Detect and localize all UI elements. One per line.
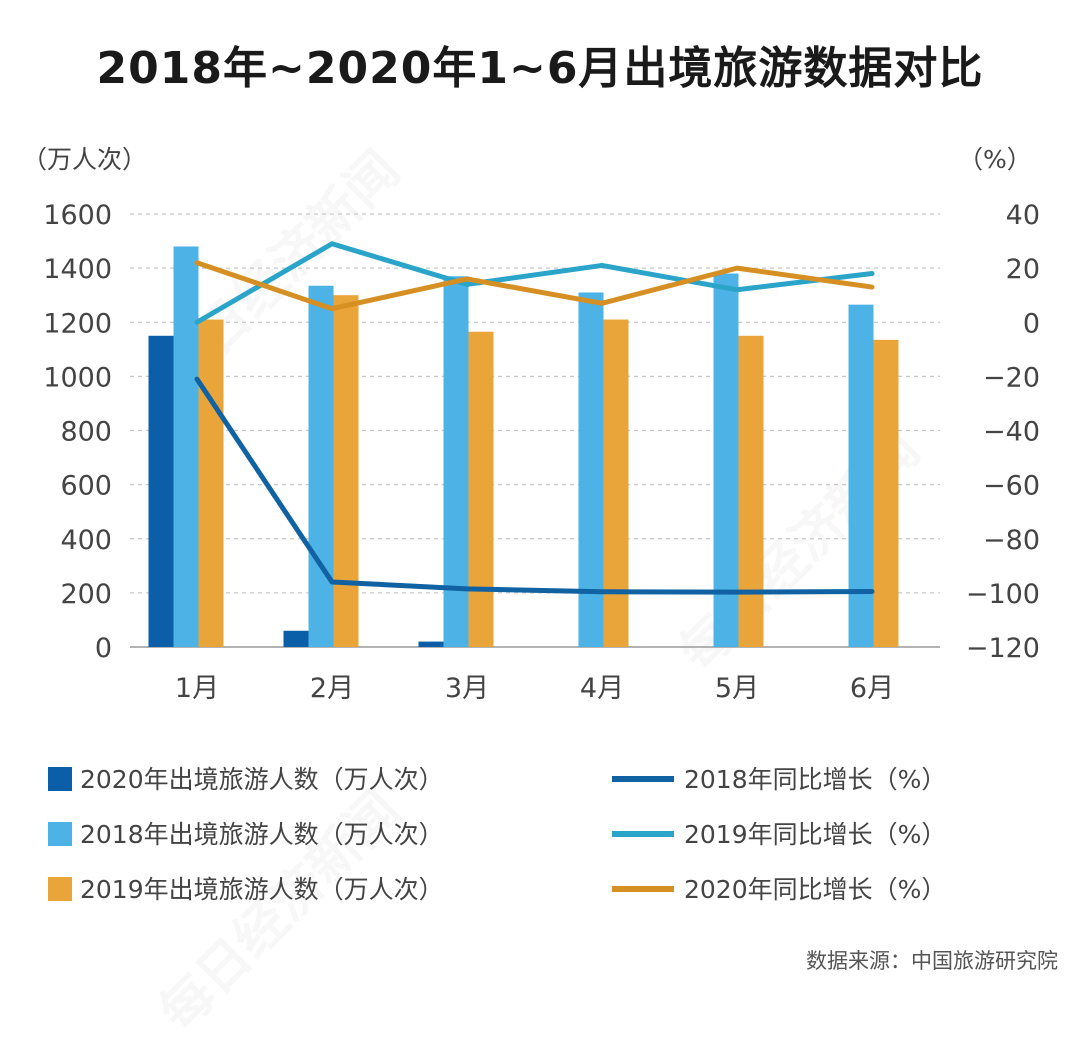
right-tick-label: 40 xyxy=(1006,200,1040,231)
right-tick-label: −80 xyxy=(983,525,1040,556)
bar-2019-4 xyxy=(604,320,629,647)
left-tick-label: 1600 xyxy=(43,200,112,231)
right-tick-label: −40 xyxy=(983,417,1040,448)
legend-item-bar-2019: 2019年出境旅游人数（万人次） xyxy=(48,870,444,906)
x-tick-label: 1月 xyxy=(175,673,219,704)
bar-2019-1 xyxy=(199,320,224,647)
combo-chart: 02004006008001000120014001600−120−100−80… xyxy=(0,0,1080,720)
left-tick-label: 1200 xyxy=(43,308,112,339)
x-tick-label: 3月 xyxy=(445,673,489,704)
line-2019 xyxy=(197,244,872,322)
legend-item-line-2018: 2018年同比增长（%） xyxy=(612,760,946,796)
left-tick-label: 600 xyxy=(60,471,112,502)
bar-2020-2 xyxy=(284,631,309,647)
legend-item-bar-2018: 2018年出境旅游人数（万人次） xyxy=(48,815,444,851)
watermark: 每日经济新闻 xyxy=(139,771,413,1044)
legend-label: 2020年同比增长（%） xyxy=(684,875,946,904)
left-tick-label: 400 xyxy=(60,525,112,556)
right-tick-label: 20 xyxy=(1006,254,1040,285)
x-tick-label: 6月 xyxy=(850,673,894,704)
left-tick-label: 1000 xyxy=(43,362,112,393)
bar-2019-2 xyxy=(334,295,359,647)
x-tick-label: 4月 xyxy=(580,673,624,704)
left-tick-label: 0 xyxy=(95,633,112,664)
legend-label: 2019年同比增长（%） xyxy=(684,820,946,849)
legend-item-line-2019: 2019年同比增长（%） xyxy=(612,815,946,851)
bar-2018-1 xyxy=(174,246,199,647)
left-tick-label: 1400 xyxy=(43,254,112,285)
right-tick-label: −60 xyxy=(983,471,1040,502)
left-tick-label: 800 xyxy=(60,417,112,448)
legend-swatch-bar-2020 xyxy=(48,767,72,791)
bar-2020-1 xyxy=(149,336,174,647)
legend-swatch-bar-2018 xyxy=(48,822,72,846)
data-source: 数据来源：中国旅游研究院 xyxy=(806,945,1058,975)
legend-label: 2018年同比增长（%） xyxy=(684,765,946,794)
legend-label: 2018年出境旅游人数（万人次） xyxy=(80,820,444,849)
legend-swatch-bar-2019 xyxy=(48,877,72,901)
line-2018 xyxy=(197,379,872,592)
bar-2019-6 xyxy=(874,340,899,647)
legend-line-2018 xyxy=(612,776,674,782)
bar-2020-3 xyxy=(419,642,444,647)
right-tick-label: −20 xyxy=(983,362,1040,393)
x-tick-label: 5月 xyxy=(715,673,759,704)
bar-2019-3 xyxy=(469,332,494,647)
right-tick-label: −120 xyxy=(966,633,1040,664)
bar-2018-3 xyxy=(444,276,469,647)
right-tick-label: 0 xyxy=(1023,308,1040,339)
x-tick-label: 2月 xyxy=(310,673,354,704)
legend-label: 2019年出境旅游人数（万人次） xyxy=(80,875,444,904)
bar-2018-2 xyxy=(309,286,334,647)
legend-line-2020 xyxy=(612,886,674,892)
bar-2019-5 xyxy=(739,336,764,647)
legend-item-line-2020: 2020年同比增长（%） xyxy=(612,870,946,906)
left-tick-label: 200 xyxy=(60,579,112,610)
legend-line-2019 xyxy=(612,831,674,837)
legend-label: 2020年出境旅游人数（万人次） xyxy=(80,765,444,794)
right-tick-label: −100 xyxy=(966,579,1040,610)
legend-item-bar-2020: 2020年出境旅游人数（万人次） xyxy=(48,760,444,796)
bar-2018-6 xyxy=(849,305,874,647)
